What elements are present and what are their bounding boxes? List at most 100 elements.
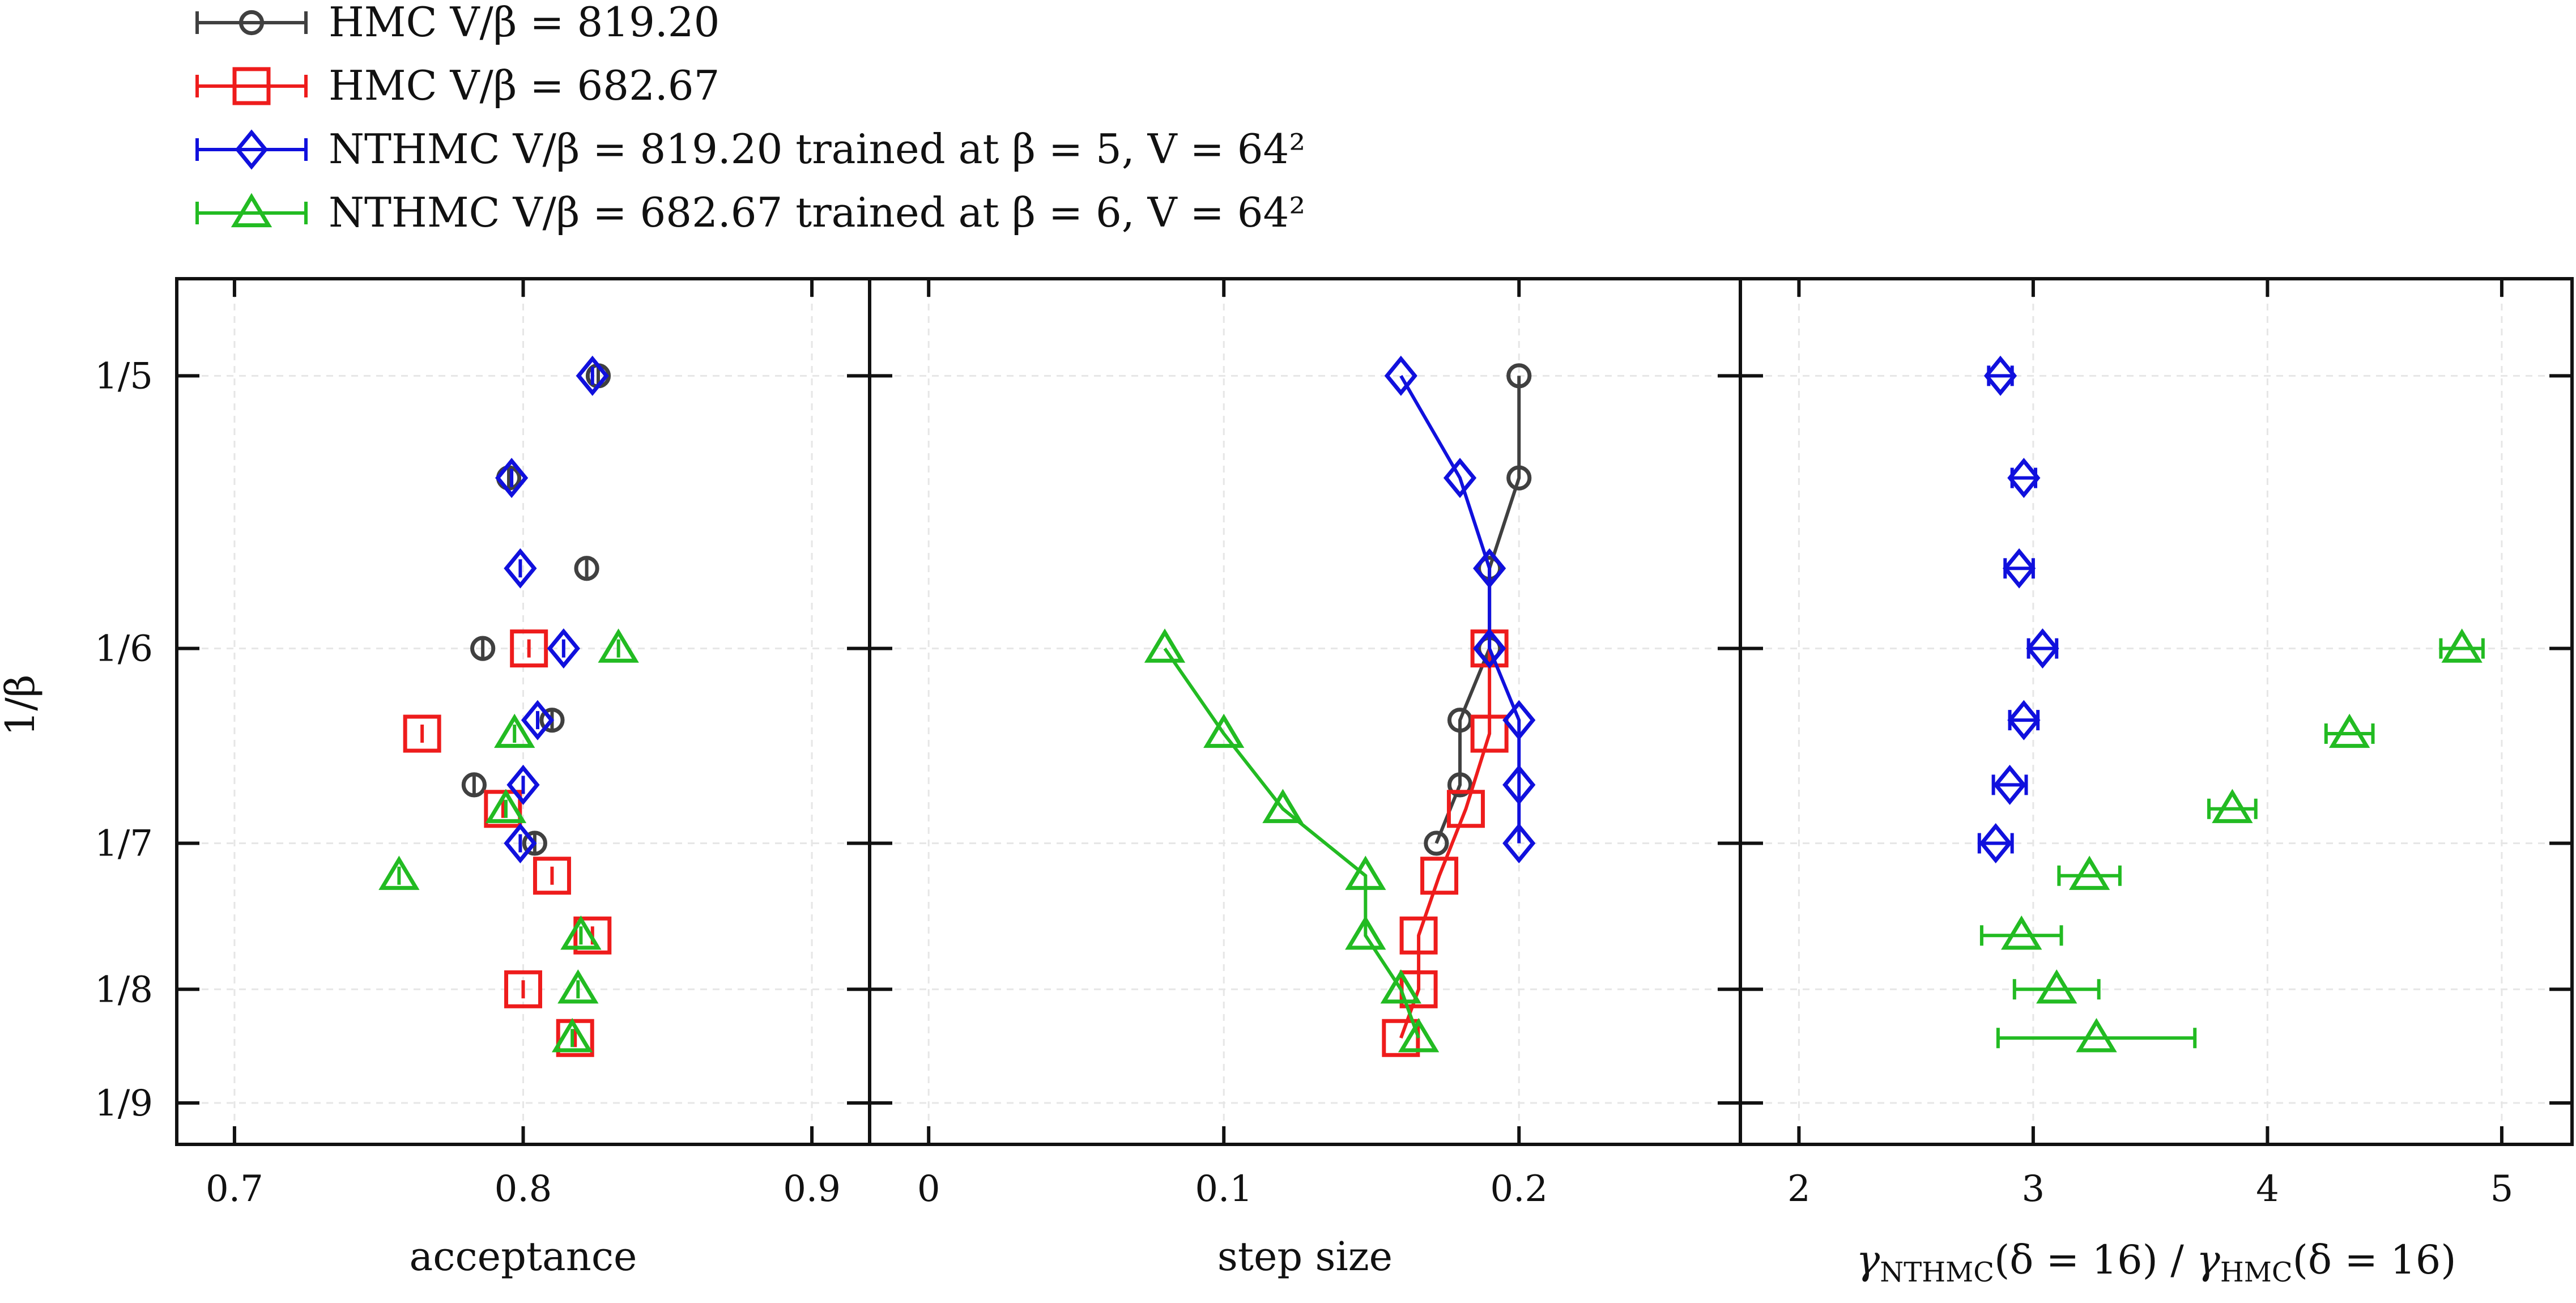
data-point-triangle	[551, 1017, 593, 1053]
data-point-triangle	[2036, 969, 2077, 1004]
data-point-triangle	[1203, 713, 1245, 748]
y-tick-label: 1/6	[95, 628, 153, 670]
data-point-circle	[1506, 465, 1532, 491]
data-point-diamond	[2007, 700, 2041, 740]
data-point-circle	[461, 772, 487, 798]
legend-marker	[239, 10, 265, 36]
legend-marker	[232, 67, 271, 105]
data-point-diamond	[2007, 458, 2041, 499]
x-tick-label: 4	[2256, 1168, 2279, 1210]
legend-label: NTHMC V/β = 682.67 trained at β = 6, V =…	[329, 189, 1305, 236]
legend-label: HMC V/β = 682.67	[329, 62, 719, 109]
plot-frame	[868, 277, 1742, 1146]
data-point-diamond	[521, 700, 555, 740]
data-point-square	[504, 970, 542, 1008]
data-point-triangle	[1380, 969, 1422, 1004]
data-point-diamond	[2002, 548, 2036, 589]
data-point-triangle	[560, 915, 602, 950]
y-axis-label: 1/β	[0, 675, 44, 736]
legend-marker	[235, 129, 269, 170]
data-point-triangle	[557, 969, 599, 1004]
data-point-square	[510, 629, 548, 668]
data-point-square	[556, 1019, 594, 1057]
series-diamond	[1977, 355, 2059, 863]
legend-item-circle: HMC V/β = 819.20	[195, 0, 719, 46]
data-point-square	[1446, 790, 1485, 828]
data-point-circle	[574, 556, 599, 581]
legend-item-square: HMC V/β = 682.67	[195, 62, 719, 109]
data-point-diamond	[1502, 700, 1536, 740]
data-point-diamond	[547, 628, 580, 669]
data-point-square	[1420, 857, 1459, 895]
data-point-triangle	[2068, 855, 2110, 890]
y-tick-label: 1/9	[95, 1083, 153, 1125]
series-diamond	[495, 355, 609, 863]
x-axis-label: acceptance	[410, 1233, 637, 1280]
data-point-square	[1399, 916, 1438, 955]
series-circle	[461, 363, 611, 856]
data-point-triangle	[1345, 915, 1386, 950]
data-point-circle	[539, 708, 565, 733]
y-tick-label: 1/8	[95, 969, 153, 1011]
panel-1: 0.7 0.8 0.9 1/5 1/6 1/7 1/8 1/9 acceptance	[95, 277, 871, 1280]
series-triangle	[378, 628, 639, 1053]
panels: 0.7 0.8 0.9 1/5 1/6 1/7 1/8 1/9 acceptance 0 0.1 0.…	[95, 277, 2574, 1288]
data-point-triangle	[2001, 915, 2042, 950]
data-point-diamond	[1502, 764, 1536, 805]
data-point-triangle	[378, 855, 420, 890]
x-tick-label: 3	[2022, 1168, 2045, 1210]
series-square	[403, 629, 612, 1057]
data-point-triangle	[2441, 628, 2483, 663]
series-diamond	[1384, 355, 1536, 863]
legend-item-triangle: NTHMC V/β = 682.67 trained at β = 6, V =…	[195, 189, 1305, 236]
data-point-triangle	[2328, 713, 2370, 748]
series-line	[1399, 374, 1521, 844]
data-point-diamond	[495, 458, 529, 499]
data-point-diamond	[1983, 355, 2017, 396]
data-point-triangle	[2076, 1017, 2117, 1053]
legend-marker	[231, 193, 272, 228]
x-tick-label: 0.1	[1195, 1168, 1253, 1210]
data-point-diamond	[576, 355, 609, 396]
data-point-diamond	[1443, 458, 1477, 499]
data-point-diamond	[2026, 628, 2059, 669]
legend-label: NTHMC V/β = 819.20 trained at β = 5, V =…	[329, 125, 1305, 173]
x-tick-label: 2	[1787, 1168, 1811, 1210]
series-line	[1399, 648, 1492, 1039]
data-point-diamond	[1502, 823, 1536, 863]
x-tick-label: 0	[917, 1168, 940, 1210]
x-tick-label: 0.7	[206, 1168, 263, 1210]
data-point-circle	[1447, 708, 1473, 733]
data-point-square	[573, 916, 612, 955]
y-tick-label: 1/7	[95, 823, 153, 865]
x-axis-label: step size	[1217, 1233, 1393, 1280]
data-point-circle	[1424, 831, 1449, 856]
data-point-diamond	[1473, 628, 1506, 669]
data-point-square	[484, 790, 522, 828]
data-point-triangle	[1398, 1017, 1440, 1053]
panel-2: 0 0.1 0.2 step size	[868, 277, 1742, 1280]
data-point-square	[1470, 714, 1509, 753]
data-point-square	[403, 714, 441, 753]
data-point-triangle	[494, 713, 535, 748]
x-axis-label: γNTHMC(δ = 16) / γHMC(δ = 16)	[1856, 1237, 2456, 1288]
legend: HMC V/β = 819.20 HMC V/β = 682.67 NTHMC V/…	[195, 0, 1305, 236]
data-point-square	[533, 857, 571, 895]
x-tick-label: 0.2	[1490, 1168, 1548, 1210]
series-triangle	[1144, 628, 1440, 1053]
series-circle	[1424, 363, 1532, 856]
plot-frame	[1739, 277, 2574, 1146]
data-point-triangle	[1144, 628, 1186, 663]
data-point-diamond	[504, 823, 537, 863]
data-point-circle	[1447, 772, 1473, 798]
series-line	[1163, 647, 1420, 1039]
data-point-circle	[522, 831, 547, 856]
data-point-triangle	[1345, 855, 1386, 890]
data-point-circle	[470, 636, 496, 661]
series-triangle	[1979, 628, 2485, 1053]
data-point-triangle	[1262, 789, 1304, 823]
data-point-diamond	[1384, 355, 1417, 396]
data-point-diamond	[1993, 764, 2026, 805]
data-point-diamond	[1979, 823, 2012, 863]
